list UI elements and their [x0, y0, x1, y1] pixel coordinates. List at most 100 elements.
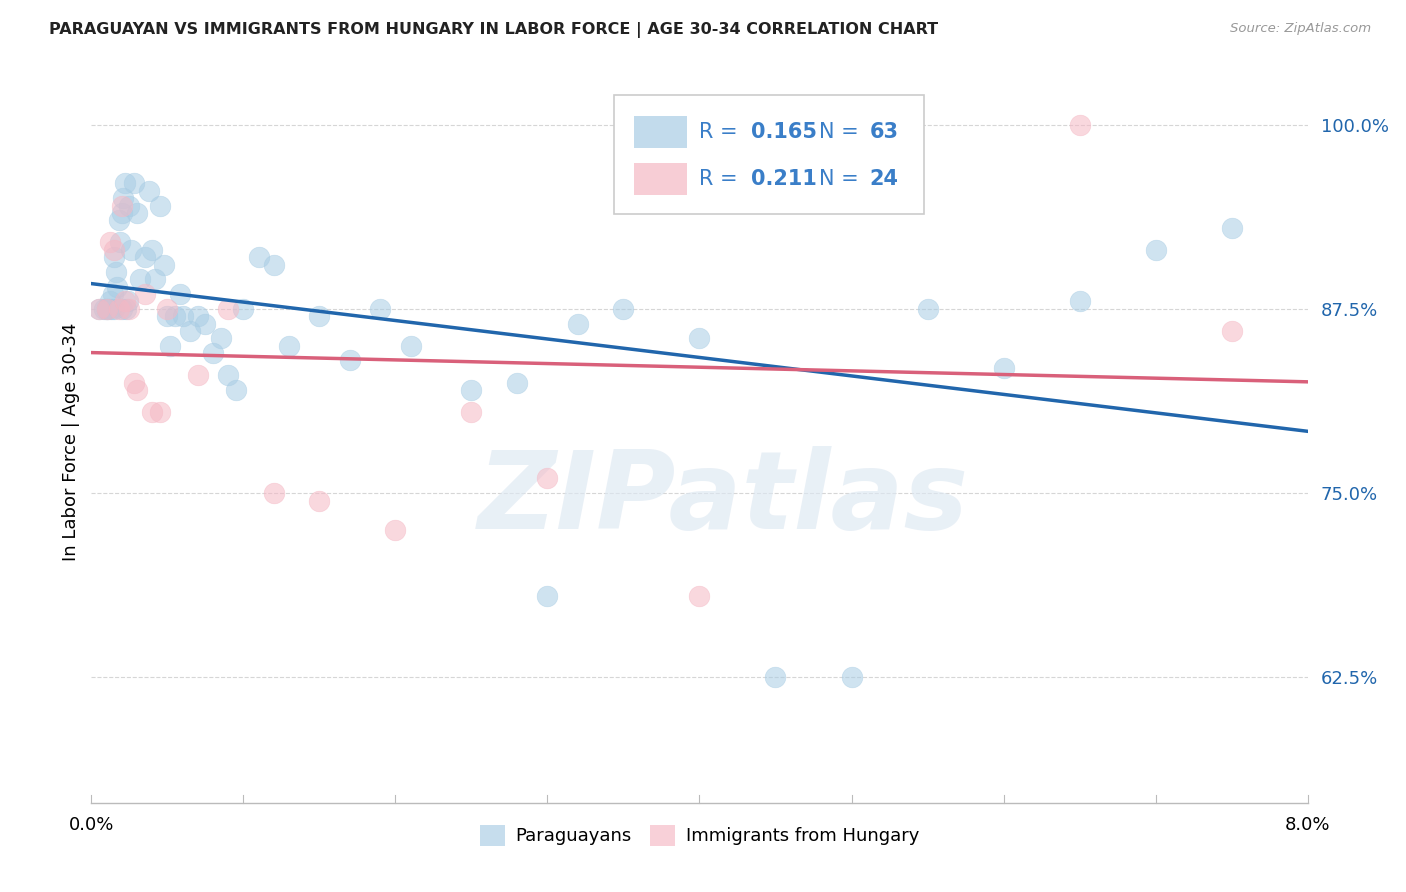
Point	[308, 309, 330, 323]
Point	[368, 301, 391, 316]
Point	[209, 331, 232, 345]
FancyBboxPatch shape	[614, 95, 925, 214]
Text: N =: N =	[818, 169, 865, 189]
Text: 63: 63	[870, 122, 898, 142]
Point	[129, 272, 152, 286]
Point	[120, 243, 142, 257]
Point	[134, 287, 156, 301]
Y-axis label: In Labor Force | Age 30-34: In Labor Force | Age 30-34	[62, 322, 80, 561]
Point	[138, 184, 160, 198]
Point	[111, 301, 134, 316]
Point	[567, 317, 589, 331]
Point	[217, 301, 239, 316]
Point	[179, 324, 201, 338]
FancyBboxPatch shape	[634, 116, 688, 148]
Point	[125, 383, 148, 397]
Point	[263, 486, 285, 500]
Point	[163, 309, 186, 323]
Point	[217, 368, 239, 383]
Point	[506, 376, 529, 390]
Point	[112, 191, 135, 205]
Point	[536, 590, 558, 604]
Point	[103, 301, 125, 316]
Point	[1069, 118, 1091, 132]
Point	[1220, 220, 1243, 235]
Point	[460, 383, 482, 397]
Point	[688, 590, 710, 604]
Legend: Paraguayans, Immigrants from Hungary: Paraguayans, Immigrants from Hungary	[472, 818, 927, 853]
Point	[159, 339, 181, 353]
Point	[399, 339, 422, 353]
Text: 0.211: 0.211	[751, 169, 817, 189]
Point	[460, 405, 482, 419]
Point	[98, 294, 121, 309]
Point	[536, 471, 558, 485]
Point	[1069, 294, 1091, 309]
Point	[841, 670, 863, 684]
Text: PARAGUAYAN VS IMMIGRANTS FROM HUNGARY IN LABOR FORCE | AGE 30-34 CORRELATION CHA: PARAGUAYAN VS IMMIGRANTS FROM HUNGARY IN…	[49, 22, 938, 38]
Point	[187, 368, 209, 383]
Point	[384, 523, 406, 537]
Point	[104, 265, 127, 279]
Point	[111, 199, 134, 213]
Point	[278, 339, 301, 353]
Point	[118, 301, 141, 316]
Point	[114, 177, 136, 191]
Point	[187, 309, 209, 323]
Point	[96, 301, 118, 316]
Point	[107, 213, 129, 227]
Point	[263, 258, 285, 272]
Point	[149, 405, 172, 419]
Point	[225, 383, 247, 397]
Point	[111, 206, 134, 220]
Point	[103, 250, 125, 264]
Point	[156, 301, 179, 316]
Point	[134, 250, 156, 264]
Point	[1220, 324, 1243, 338]
Point	[141, 243, 163, 257]
Point	[125, 206, 148, 220]
Point	[141, 405, 163, 419]
Point	[172, 309, 194, 323]
Point	[87, 301, 110, 316]
Point	[1144, 243, 1167, 257]
Point	[101, 287, 124, 301]
Text: R =: R =	[699, 169, 745, 189]
Point	[122, 177, 145, 191]
Point	[143, 272, 166, 286]
Point	[169, 287, 191, 301]
Point	[194, 317, 217, 331]
Point	[107, 301, 129, 316]
Point	[115, 301, 138, 316]
Text: R =: R =	[699, 122, 745, 142]
Point	[96, 301, 118, 316]
Text: 24: 24	[870, 169, 898, 189]
Point	[87, 301, 110, 316]
Point	[100, 301, 122, 316]
Text: N =: N =	[818, 122, 865, 142]
Text: 0.165: 0.165	[751, 122, 817, 142]
Point	[993, 360, 1015, 375]
Point	[105, 279, 128, 293]
Point	[96, 301, 118, 316]
Point	[118, 199, 141, 213]
Point	[122, 376, 145, 390]
Point	[612, 301, 634, 316]
Point	[156, 309, 179, 323]
Text: Source: ZipAtlas.com: Source: ZipAtlas.com	[1230, 22, 1371, 36]
Point	[103, 243, 125, 257]
Point	[110, 235, 132, 250]
Point	[308, 493, 330, 508]
Text: ZIPatlas: ZIPatlas	[478, 446, 969, 552]
Point	[688, 331, 710, 345]
Point	[98, 235, 121, 250]
Point	[202, 346, 225, 360]
Point	[232, 301, 254, 316]
Point	[247, 250, 270, 264]
FancyBboxPatch shape	[634, 163, 688, 194]
Point	[149, 199, 172, 213]
Point	[117, 294, 139, 309]
Point	[339, 353, 361, 368]
Point	[114, 294, 136, 309]
Point	[93, 301, 115, 316]
